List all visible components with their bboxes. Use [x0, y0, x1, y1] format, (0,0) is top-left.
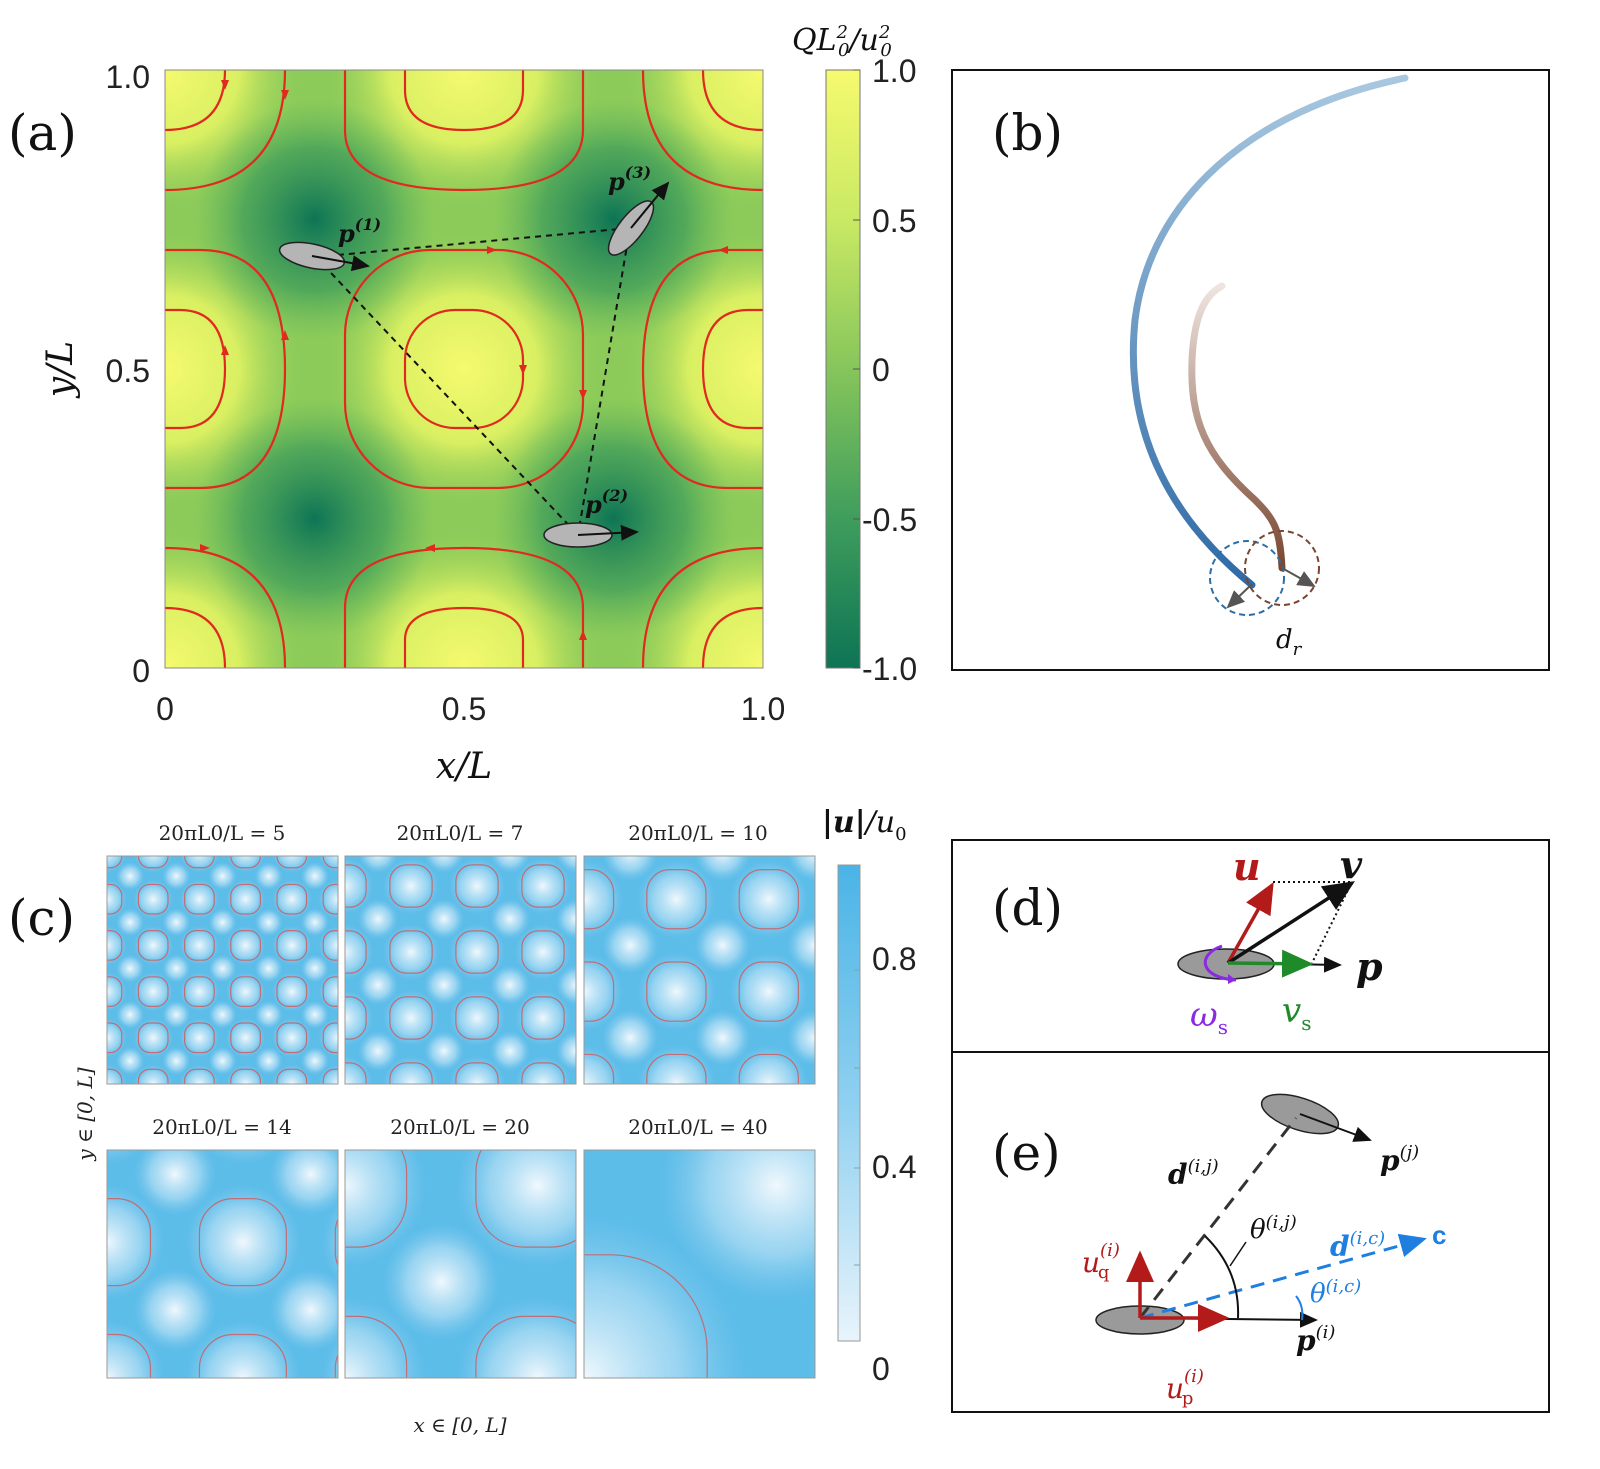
sensing-circle-blue — [1209, 540, 1285, 616]
cb-a-tick-m1: -1.0 — [862, 651, 917, 687]
sensing-circle-brown — [1244, 530, 1320, 606]
label-v: v — [1340, 842, 1363, 887]
x-tick-0: 0 — [156, 691, 174, 727]
c-title-4: 20πL0/L = 14 — [152, 1115, 292, 1139]
cb-c-tick-0: 0 — [872, 1351, 890, 1387]
c-title-5: 20πL0/L = 20 — [390, 1115, 530, 1139]
flow-panel-5 — [344, 1149, 577, 1379]
y-axis-label: y/L — [40, 341, 81, 399]
x-tick-05: 0.5 — [442, 691, 486, 727]
label-c: c — [1432, 1220, 1446, 1250]
panel-b-label: (b) — [992, 104, 1063, 162]
c-title-1: 20πL0/L = 5 — [159, 821, 286, 845]
colorbar-a-title: QL2 0/u2 0 — [792, 22, 892, 61]
panel-a: (a) — [8, 22, 917, 787]
panel-a-heatmap — [165, 70, 763, 668]
y-tick-05: 0.5 — [106, 353, 150, 389]
panel-d-label: (d) — [992, 879, 1063, 937]
flow-panel-1 — [106, 855, 339, 1085]
particle-1 — [278, 241, 346, 271]
panel-d: (d) u v p ωs vs — [951, 839, 1550, 1053]
panel-e-label: (e) — [992, 1124, 1061, 1182]
flow-panel-2 — [344, 855, 577, 1085]
c-y-label: y ∈ [0, L] — [73, 1067, 97, 1161]
x-axis-label: x/L — [436, 746, 492, 787]
x-tick-1: 1.0 — [741, 691, 785, 727]
flow-panel-4 — [106, 1149, 339, 1379]
cb-a-tick-m05: -0.5 — [862, 502, 917, 538]
y-tick-0: 0 — [132, 653, 150, 689]
label-u: u — [1233, 844, 1261, 889]
c-title-2: 20πL0/L = 7 — [397, 821, 524, 845]
cb-a-tick-0: 0 — [872, 352, 890, 388]
label-d-ic: d(i,c) — [1330, 1228, 1385, 1263]
trajectory-blue — [1129, 74, 1409, 589]
colorbar-c — [837, 864, 861, 1342]
panel-c-label: (c) — [8, 889, 75, 947]
colorbar-c-title: |u|/u0 — [822, 805, 907, 845]
panel-c: (c) 20πL0/L = 5 20πL0/L = 7 20πL0/L = 10… — [8, 805, 916, 1437]
cb-a-tick-1: 1.0 — [872, 53, 916, 89]
particles — [278, 181, 670, 548]
streamlines — [165, 70, 763, 668]
panel-e: (e) d(i,j) p(j) θ(i,j) d(i,c) c θ(i,c) u… — [951, 1051, 1550, 1413]
cb-a-tick-05: 0.5 — [872, 203, 916, 239]
streamline-arrows — [200, 80, 728, 640]
panel-b: (b) dr — [951, 69, 1550, 671]
label-p: p — [1356, 944, 1383, 989]
flow-panel-6 — [583, 1149, 816, 1379]
y-tick-1: 1.0 — [106, 59, 150, 95]
cb-c-tick-04: 0.4 — [872, 1149, 916, 1185]
trajectory-brown — [1188, 282, 1286, 572]
cb-c-tick-08: 0.8 — [872, 941, 916, 977]
flow-panel-3 — [583, 855, 816, 1085]
c-x-label: x ∈ [0, L] — [413, 1413, 506, 1437]
c-title-6: 20πL0/L = 40 — [628, 1115, 768, 1139]
c-title-3: 20πL0/L = 10 — [628, 821, 768, 845]
panel-a-label: (a) — [8, 104, 77, 162]
